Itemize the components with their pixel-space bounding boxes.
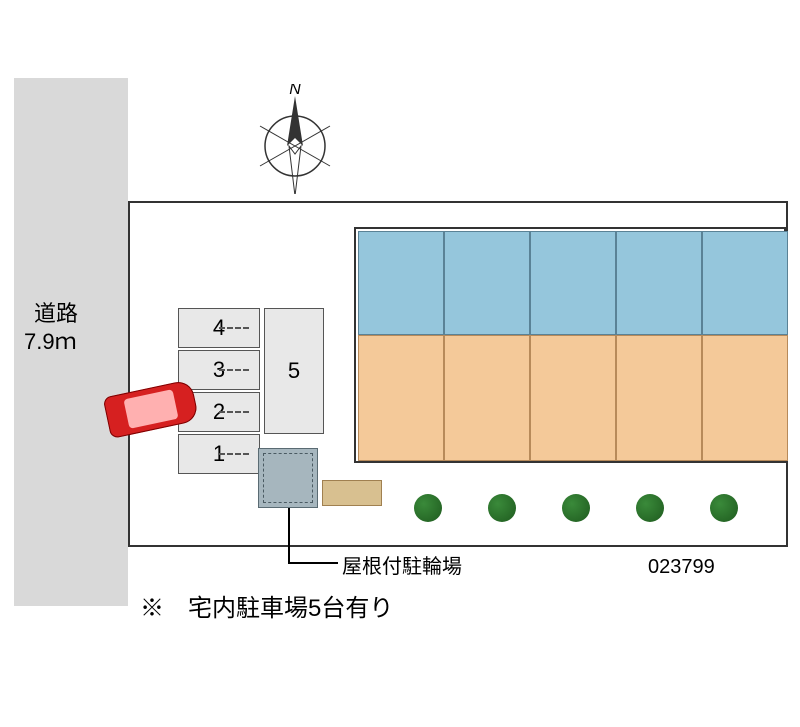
bike-shed-label: 屋根付駐輪場 (342, 550, 462, 579)
tree-icon (414, 494, 442, 522)
building (354, 227, 786, 463)
tree-icon (562, 494, 590, 522)
apartment-unit (530, 231, 616, 461)
leader-line-h (288, 562, 338, 564)
parking-spot: 4 (178, 308, 260, 348)
reference-number: 023799 (648, 556, 715, 579)
site-plan: 道路 7.9ｍ N 43215 屋根付駐輪場 023799 ※ 宅内駐車場5台有… (0, 0, 800, 727)
footer-note: ※ 宅内駐車場5台有り (140, 588, 393, 623)
compass: N (240, 84, 350, 194)
tree-icon (636, 494, 664, 522)
apartment-unit (702, 231, 788, 461)
apartment-unit (358, 231, 444, 461)
apartment-unit (616, 231, 702, 461)
apartment-unit (444, 231, 530, 461)
tree-icon (710, 494, 738, 522)
parking-spot: 1 (178, 434, 260, 474)
leader-line-v (288, 508, 290, 562)
road-label-2: 7.9ｍ (24, 324, 77, 356)
bike-rack (322, 480, 382, 506)
compass-n: N (289, 84, 301, 98)
bike-shed (258, 448, 318, 508)
parking-spot: 5 (264, 308, 324, 434)
tree-icon (488, 494, 516, 522)
